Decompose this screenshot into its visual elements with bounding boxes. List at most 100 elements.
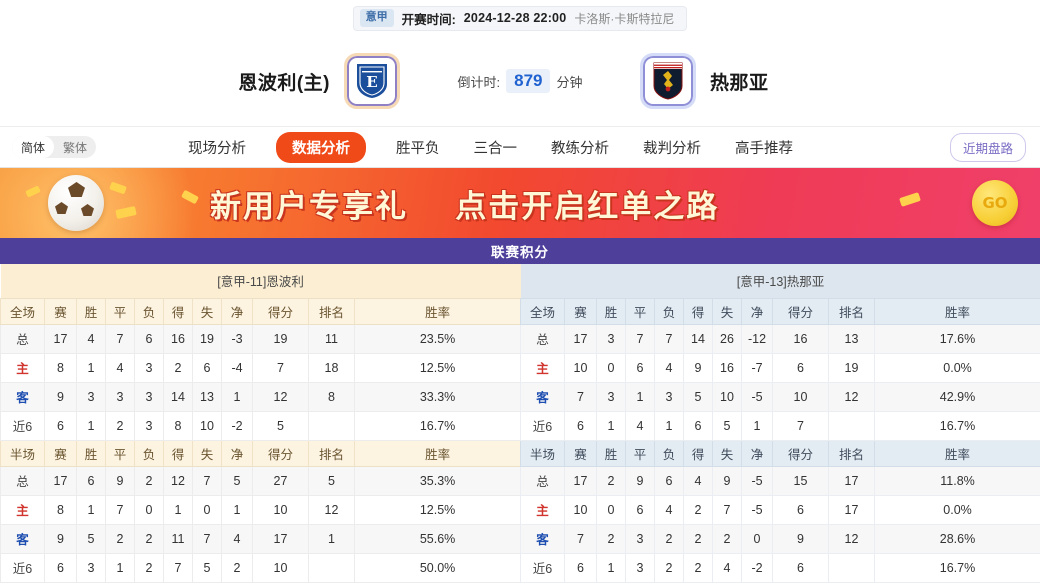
away-halftime-body: 半场赛胜平负得失净得分 排名 胜率总 17 2 9 6 4 9 -5 15 17 11.8% 主 10 0 6 4… bbox=[520, 439, 1040, 583]
table-cell: 9 bbox=[772, 523, 829, 554]
table-cell: 10 bbox=[712, 381, 742, 412]
table-cell: 7 bbox=[625, 323, 655, 354]
table-cell: 6 bbox=[772, 552, 829, 583]
table-row: 客 7 3 1 3 5 10 -5 10 12 42.9% bbox=[520, 381, 1040, 412]
table-cell: 11 bbox=[308, 323, 355, 354]
table-cell: 16 bbox=[772, 323, 829, 354]
row-label: 近6 bbox=[520, 552, 565, 583]
genoa-crest-icon bbox=[640, 53, 696, 109]
left-fulltime-col-header: 得 bbox=[163, 297, 193, 325]
table-cell: 7 bbox=[772, 410, 829, 441]
promo-banner[interactable]: 新用户专享礼 点击开启红单之路 GO bbox=[0, 168, 1040, 238]
table-cell: 9 bbox=[105, 465, 135, 496]
table-cell: 19 bbox=[252, 323, 309, 354]
right-halftime-col-header: 排名 bbox=[828, 439, 875, 467]
table-cell: 5 bbox=[221, 465, 253, 496]
table-cell: 1 bbox=[163, 494, 193, 525]
row-label: 客 bbox=[0, 381, 45, 412]
table-cell: 6 bbox=[44, 410, 77, 441]
right-fulltime-col-header: 失 bbox=[712, 297, 742, 325]
row-label: 近6 bbox=[520, 410, 565, 441]
table-cell: 3 bbox=[105, 381, 135, 412]
home-halftime-body: 半场赛胜平负得失净得分 排名 胜率总 17 6 9 2 12 7 5 27 5 35.3% 主 8 1 7 0 1 0… bbox=[0, 439, 522, 583]
lang-simplified[interactable]: 简体 bbox=[12, 136, 55, 158]
table-cell: 12 bbox=[308, 494, 355, 525]
table-cell: -2 bbox=[741, 552, 773, 583]
soccer-ball-icon bbox=[48, 175, 104, 231]
language-toggle[interactable]: 简体 繁体 bbox=[12, 136, 97, 158]
analysis-tabs: 现场分析 数据分析 胜平负 三合一 教练分析 裁判分析 高手推荐 bbox=[184, 131, 797, 163]
table-cell: 7 bbox=[564, 523, 597, 554]
table-cell: 3 bbox=[134, 381, 164, 412]
table-cell: 4 bbox=[76, 323, 106, 354]
table-cell: 17 bbox=[564, 465, 597, 496]
table-cell: 1 bbox=[308, 523, 355, 554]
away-fulltime-body: 全场赛胜平负得失净得分 排名 胜率总 17 3 7 7 14 26 -12 16 13 17.6% 主 10… bbox=[520, 297, 1040, 441]
table-cell: 6 bbox=[772, 352, 829, 383]
table-cell: 14 bbox=[683, 323, 713, 354]
go-coin-icon[interactable]: GO bbox=[972, 180, 1018, 226]
table-row: 主 10 0 6 4 9 16 -7 6 19 0.0% bbox=[520, 352, 1040, 383]
table-cell: 9 bbox=[683, 352, 713, 383]
table-cell: 4 bbox=[683, 465, 713, 496]
table-cell: 3 bbox=[596, 381, 626, 412]
right-halftime-col-header: 得分 bbox=[772, 439, 829, 467]
table-cell: 0 bbox=[741, 523, 773, 554]
table-cell: 1 bbox=[76, 494, 106, 525]
row-label: 近6 bbox=[0, 552, 45, 583]
table-cell: 10 bbox=[564, 494, 597, 525]
right-fulltime-col-header: 平 bbox=[625, 297, 655, 325]
table-row: 近6 6 1 3 2 2 4 -2 6 16.7% bbox=[520, 552, 1040, 583]
table-cell: -3 bbox=[221, 323, 253, 354]
table-cell: 11.8% bbox=[873, 465, 1040, 496]
tab-three-in-one[interactable]: 三合一 bbox=[473, 140, 518, 157]
table-cell: 6 bbox=[625, 352, 655, 383]
section-title: 联赛积分 bbox=[0, 238, 1040, 264]
right-fulltime-col-header: 负 bbox=[654, 297, 684, 325]
match-info-pill: 意甲 开赛时间: 2024-12-28 22:00 卡洛斯·卡斯特拉尼 bbox=[352, 5, 688, 31]
tab-referee-analysis[interactable]: 裁判分析 bbox=[643, 140, 702, 157]
recent-odds-button[interactable]: 近期盘路 bbox=[949, 132, 1026, 162]
table-cell: 3 bbox=[134, 352, 164, 383]
go-button-label: GO bbox=[982, 194, 1008, 212]
tab-expert-picks[interactable]: 高手推荐 bbox=[735, 140, 794, 157]
table-cell: 17 bbox=[828, 465, 875, 496]
table-cell: 10 bbox=[252, 552, 309, 583]
tab-win-draw-lose[interactable]: 胜平负 bbox=[396, 140, 440, 157]
right-halftime-col-header: 失 bbox=[712, 439, 742, 467]
left-halftime-col-header: 得分 bbox=[252, 439, 309, 467]
right-halftime-col-header: 平 bbox=[625, 439, 655, 467]
table-cell: 5 bbox=[308, 465, 355, 496]
table-cell: 2 bbox=[596, 523, 626, 554]
table-cell bbox=[828, 410, 875, 441]
tab-data-analysis[interactable]: 数据分析 bbox=[276, 131, 367, 163]
kickoff-label: 开赛时间: bbox=[401, 12, 456, 27]
right-halftime-header-row: 半场赛胜平负得失净得分 排名 胜率 bbox=[520, 439, 1040, 467]
table-cell: 12 bbox=[828, 381, 875, 412]
right-halftime-col-header: 负 bbox=[654, 439, 684, 467]
lang-traditional[interactable]: 繁体 bbox=[63, 140, 88, 155]
tab-coach-analysis[interactable]: 教练分析 bbox=[551, 140, 610, 157]
left-halftime-col-header: 得 bbox=[163, 439, 193, 467]
table-cell: 27 bbox=[252, 465, 309, 496]
right-fulltime-col-header: 胜率 bbox=[873, 297, 1040, 325]
table-cell: -4 bbox=[221, 352, 253, 383]
table-cell: 35.3% bbox=[353, 465, 522, 496]
table-cell: 7 bbox=[654, 323, 684, 354]
table-cell: 2 bbox=[683, 523, 713, 554]
table-row: 主 10 0 6 4 2 7 -5 6 17 0.0% bbox=[520, 494, 1040, 525]
table-cell: 2 bbox=[134, 465, 164, 496]
table-cell: 3 bbox=[596, 323, 626, 354]
table-cell: 17.6% bbox=[873, 323, 1040, 354]
banner-text-part1: 新用户专享礼 bbox=[210, 188, 408, 224]
table-cell: 0.0% bbox=[873, 494, 1040, 525]
table-cell: 10 bbox=[772, 381, 829, 412]
table-cell: 9 bbox=[712, 465, 742, 496]
table-cell: 18 bbox=[308, 352, 355, 383]
left-fulltime-col-header: 失 bbox=[192, 297, 222, 325]
left-halftime-col-header: 净 bbox=[221, 439, 253, 467]
left-fulltime-col-header: 平 bbox=[105, 297, 135, 325]
tab-live-analysis[interactable]: 现场分析 bbox=[188, 140, 247, 157]
table-cell: 2 bbox=[134, 552, 164, 583]
table-cell: 19 bbox=[192, 323, 222, 354]
